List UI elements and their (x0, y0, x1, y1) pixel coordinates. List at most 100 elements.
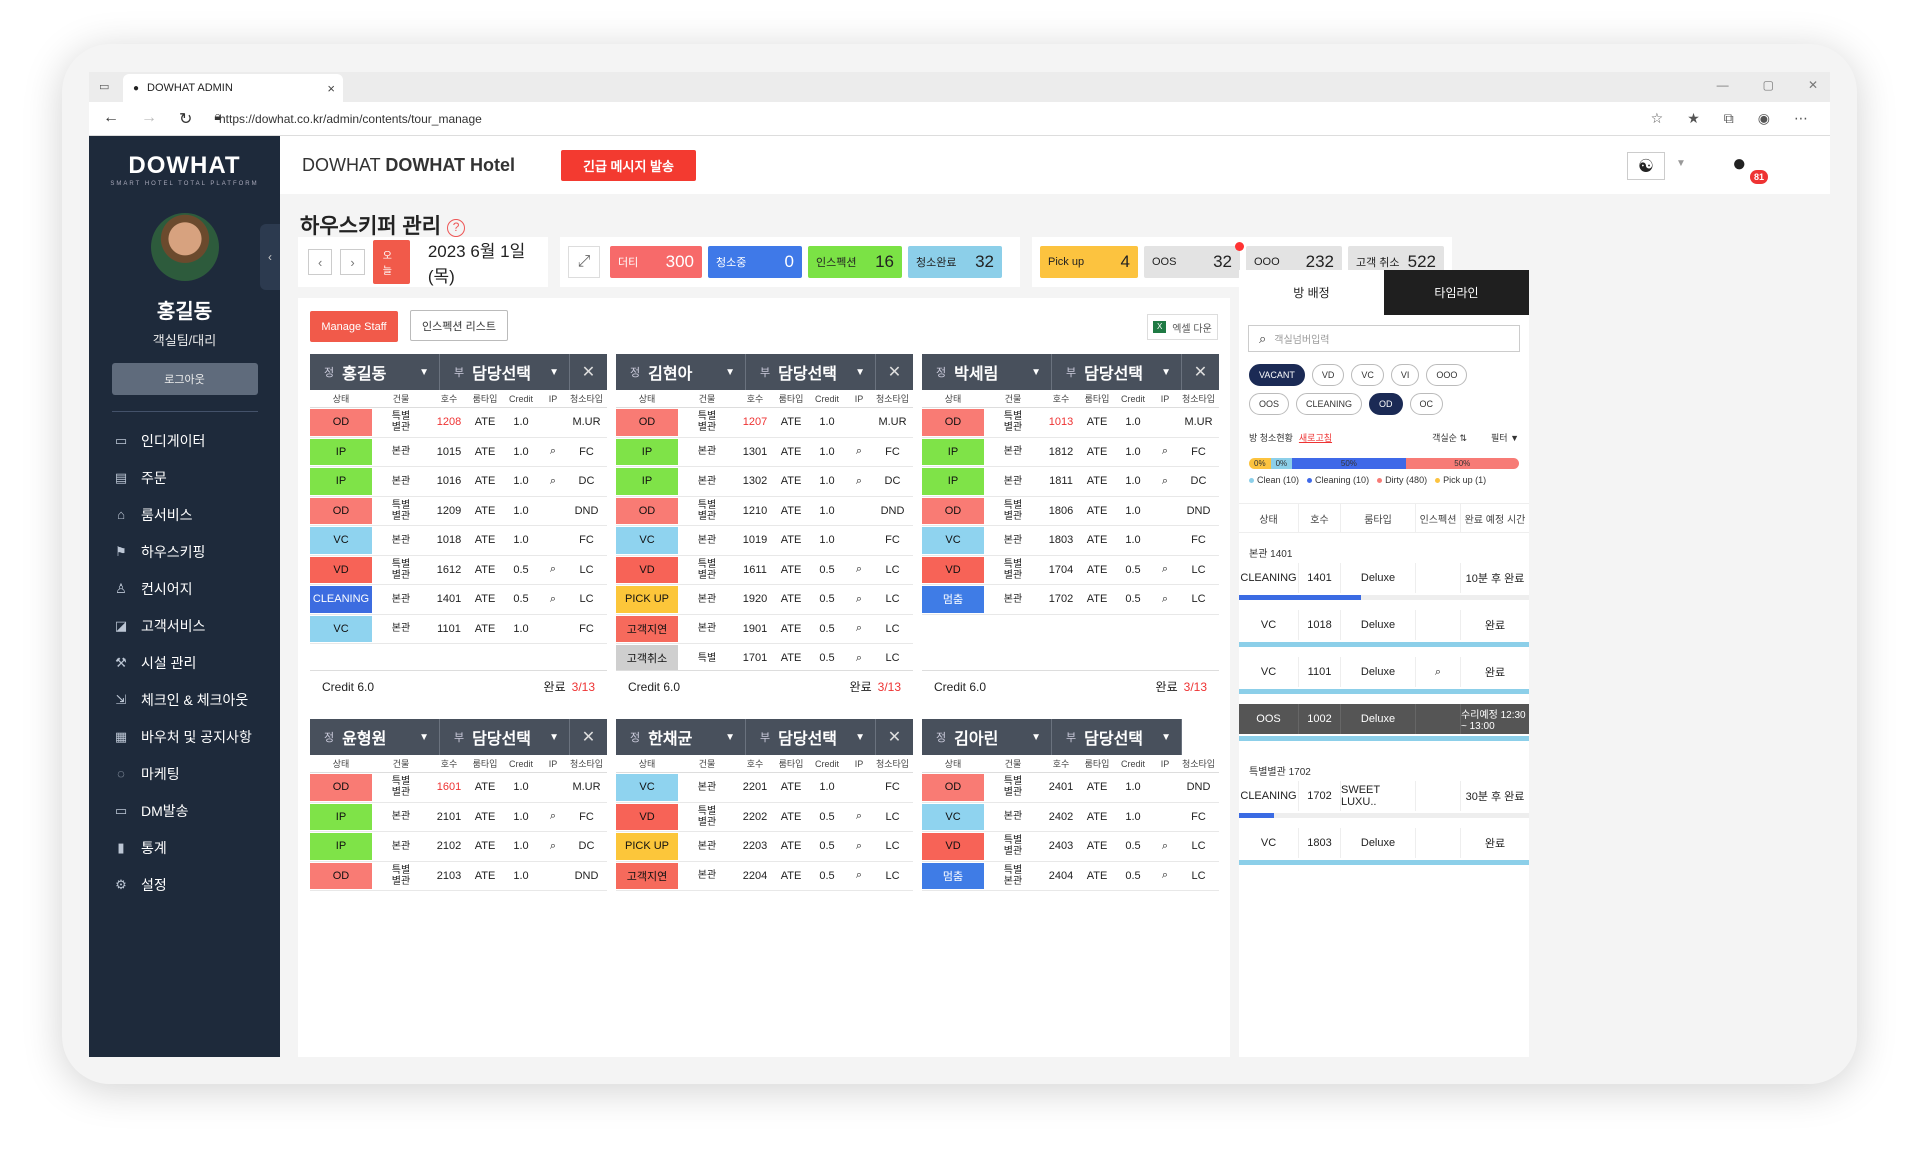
table-row[interactable]: PICK UP 본관 1920 ATE 0.5 ⌕ LC (616, 585, 913, 615)
table-row[interactable]: IP 본관 2101 ATE 1.0 ⌕ FC (310, 803, 607, 832)
sub-staff-select[interactable]: 부 담당선택 ▼ (1052, 719, 1182, 755)
search-icon[interactable]: ⌕ (1161, 445, 1169, 458)
search-icon[interactable]: ⌕ (549, 474, 557, 487)
search-icon[interactable]: ⌕ (1416, 657, 1461, 687)
table-row[interactable]: IP 본관 1812 ATE 1.0 ⌕ FC (922, 438, 1219, 467)
sidebar-item-3[interactable]: ⚑ 하우스키핑 (89, 533, 280, 570)
table-row[interactable]: PICK UP 본관 2203 ATE 0.5 ⌕ LC (616, 832, 913, 862)
search-icon[interactable]: ⌕ (855, 651, 863, 664)
filter-pill-vd[interactable]: VD (1311, 364, 1345, 386)
sidebar-item-9[interactable]: ◌ 마케팅 (89, 755, 280, 792)
table-row[interactable]: VD 특별 별관 2202 ATE 0.5 ⌕ LC (616, 803, 913, 832)
today-button[interactable]: 오늘 (372, 240, 410, 284)
sidebar-item-5[interactable]: ◪ 고객서비스 (89, 607, 280, 644)
search-icon[interactable]: ⌕ (855, 474, 863, 487)
close-icon[interactable]: ✕ (581, 729, 596, 746)
sidebar-item-6[interactable]: ⚒ 시설 관리 (89, 644, 280, 681)
close-icon[interactable]: ✕ (887, 729, 902, 746)
table-row[interactable]: VC 본관 1018 ATE 1.0 FC (310, 526, 607, 556)
search-icon[interactable]: ⌕ (549, 592, 557, 605)
table-row[interactable]: VC 본관 2402 ATE 1.0 FC (922, 803, 1219, 832)
table-row[interactable]: VD 특별 별관 1704 ATE 0.5 ⌕ LC (922, 556, 1219, 585)
table-row[interactable]: VD 특별 별관 1612 ATE 0.5 ⌕ LC (310, 556, 607, 585)
expand-icon[interactable]: ⤢ (568, 246, 600, 278)
prev-day-button[interactable]: ‹ (308, 249, 333, 275)
stat-chip[interactable]: 청소완료 32 (908, 246, 1002, 278)
stat-chip[interactable]: 청소중 0 (708, 246, 802, 278)
filter-pill-od[interactable]: OD (1369, 393, 1403, 415)
profile-icon[interactable]: ◉ (1757, 110, 1770, 126)
search-icon[interactable]: ⌕ (855, 869, 863, 882)
table-row[interactable]: VC 본관 1019 ATE 1.0 FC (616, 526, 913, 556)
table-row[interactable]: VC 본관 2201 ATE 1.0 FC (616, 773, 913, 803)
table-row[interactable]: OD 특별 별관 1208 ATE 1.0 M.UR (310, 408, 607, 438)
sub-staff-select[interactable]: 부 담당선택 ▼ (746, 354, 876, 390)
table-row[interactable]: IP 본관 1301 ATE 1.0 ⌕ FC (616, 438, 913, 467)
reload-icon[interactable]: ↻ (179, 110, 193, 128)
search-icon[interactable]: ⌕ (1161, 592, 1169, 605)
url-input[interactable]: https://dowhat.co.kr/admin/contents/tour… (219, 111, 482, 126)
excel-download-button[interactable]: X 엑셀 다운 (1147, 314, 1218, 340)
search-icon[interactable]: ⌕ (1161, 839, 1169, 852)
table-row[interactable]: IP 본관 1302 ATE 1.0 ⌕ DC (616, 467, 913, 497)
sub-staff-select[interactable]: 부 담당선택 ▼ (440, 354, 570, 390)
table-row[interactable]: CLEANING 1702 SWEET LUXU.. 30분 후 완료 (1239, 781, 1529, 811)
next-day-button[interactable]: › (340, 249, 365, 275)
search-icon[interactable]: ⌕ (855, 810, 863, 823)
maximize-icon[interactable]: ▢ (1762, 78, 1774, 92)
search-icon[interactable]: ⌕ (855, 622, 863, 635)
filter-pill-ooo[interactable]: OOO (1426, 364, 1468, 386)
table-row[interactable]: IP 본관 2102 ATE 1.0 ⌕ DC (310, 832, 607, 862)
sub-staff-select[interactable]: 부 담당선택 ▼ (1052, 354, 1182, 390)
chevron-down-icon[interactable]: ▼ (1676, 158, 1686, 169)
inspection-list-button[interactable]: 인스펙션 리스트 (410, 310, 508, 341)
close-tab-icon[interactable]: × (327, 80, 335, 96)
search-icon[interactable]: ⌕ (549, 563, 557, 576)
table-row[interactable]: IP 본관 1811 ATE 1.0 ⌕ DC (922, 467, 1219, 497)
table-row[interactable]: VC 1803 Deluxe 완료 (1239, 828, 1529, 858)
sub-staff-select[interactable]: 부 담당선택 ▼ (440, 719, 570, 755)
tab-actions-icon[interactable]: ▭ (99, 81, 110, 93)
search-icon[interactable]: ⌕ (855, 839, 863, 852)
table-row[interactable]: CLEANING 1401 Deluxe 10분 후 완료 (1239, 563, 1529, 593)
table-row[interactable]: 고객지연 본관 2204 ATE 0.5 ⌕ LC (616, 862, 913, 891)
search-icon[interactable]: ⌕ (855, 563, 863, 576)
stat-chip[interactable]: 더티 300 (610, 246, 702, 278)
main-staff-select[interactable]: 정 김아린 ▼ (922, 719, 1052, 755)
stat-chip[interactable]: Pick up 4 (1040, 246, 1138, 278)
search-icon[interactable]: ⌕ (855, 445, 863, 458)
main-staff-select[interactable]: 정 한채균 ▼ (616, 719, 746, 755)
stat-chip[interactable]: OOS 32 (1144, 242, 1244, 278)
table-row[interactable]: OD 특별 별관 1210 ATE 1.0 DND (616, 497, 913, 526)
close-window-icon[interactable]: ✕ (1807, 78, 1818, 92)
search-icon[interactable]: ⌕ (549, 839, 557, 852)
collections-icon[interactable]: ⧉ (1723, 110, 1734, 126)
sidebar-collapse-button[interactable]: ‹ (260, 224, 280, 290)
table-row[interactable]: OD 특별 별관 1013 ATE 1.0 M.UR (922, 408, 1219, 438)
search-icon[interactable]: ⌕ (1161, 474, 1169, 487)
filter-pill-oc[interactable]: OC (1409, 393, 1444, 415)
table-row[interactable]: OOS 1002 Deluxe 수리예정 12:30 ~ 13:00 (1239, 704, 1529, 734)
browser-tab[interactable]: ● DOWHAT ADMIN × (123, 74, 343, 102)
table-row[interactable]: 멈춤 특별 본관 2404 ATE 0.5 ⌕ LC (922, 862, 1219, 891)
manage-staff-button[interactable]: Manage Staff (310, 311, 398, 342)
minimize-icon[interactable]: — (1716, 78, 1729, 92)
table-row[interactable]: 고객지연 본관 1901 ATE 0.5 ⌕ LC (616, 615, 913, 644)
sidebar-item-4[interactable]: ♙ 컨시어지 (89, 570, 280, 607)
search-icon[interactable]: ⌕ (1161, 563, 1169, 576)
emergency-message-button[interactable]: 긴급 메시지 발송 (561, 149, 696, 181)
forward-icon[interactable]: → (141, 108, 157, 126)
close-icon[interactable]: ✕ (887, 364, 902, 381)
favorite-add-icon[interactable]: ☆ (1650, 110, 1664, 126)
main-staff-select[interactable]: 정 홍길동 ▼ (310, 354, 440, 390)
sidebar-item-11[interactable]: ▮ 통계 (89, 829, 280, 866)
sort-button[interactable]: 객실순 ⇅ (1432, 433, 1467, 443)
search-icon[interactable]: ⌕ (549, 445, 557, 458)
search-icon[interactable]: ⌕ (1161, 869, 1169, 882)
filter-pill-vc[interactable]: VC (1351, 364, 1384, 386)
filter-pill-vacant[interactable]: VACANT (1249, 364, 1305, 386)
table-row[interactable]: OD 특별 별관 2401 ATE 1.0 DND (922, 773, 1219, 803)
refresh-link[interactable]: 새로고침 (1298, 433, 1333, 443)
sidebar-item-12[interactable]: ⚙ 설정 (89, 866, 280, 903)
filter-button[interactable]: 필터 ▼ (1491, 433, 1519, 443)
